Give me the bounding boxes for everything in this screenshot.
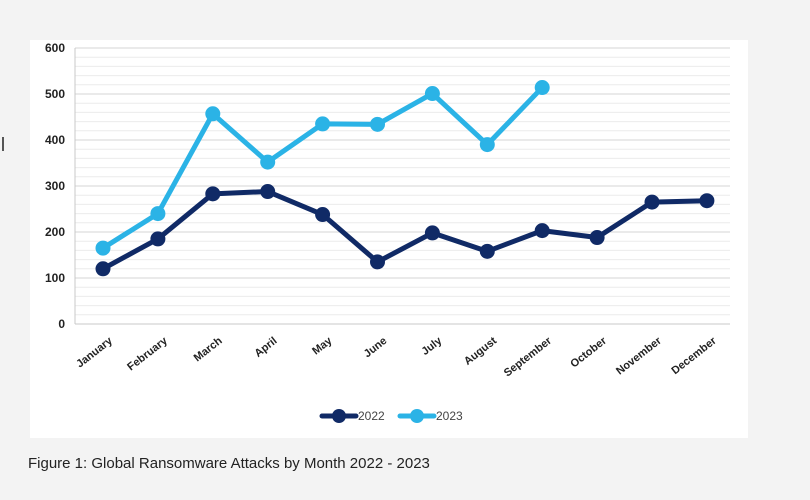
legend-label-2023: 2023 (436, 409, 463, 423)
data-point-2022 (315, 207, 331, 223)
legend-label-2022: 2022 (358, 409, 385, 423)
data-point-2022 (205, 186, 221, 202)
data-point-2022 (150, 231, 166, 247)
x-tick-label: March (192, 335, 225, 365)
y-tick-label: 0 (58, 317, 65, 331)
gridlines (75, 47, 730, 316)
data-point-2023 (315, 116, 331, 132)
y-tick-labels: 0 100 200 300 400 500 600 (45, 41, 65, 331)
data-point-2023 (479, 137, 495, 153)
edge-mark (2, 137, 4, 151)
data-point-2023 (534, 80, 550, 96)
legend-marker-2022 (332, 409, 346, 423)
legend: 2022 2023 (319, 409, 463, 423)
x-tick-label: October (568, 334, 609, 370)
x-tick-label: May (310, 334, 335, 357)
x-tick-label: January (74, 334, 115, 370)
x-tick-label: September (502, 334, 555, 379)
x-tick-label: August (462, 335, 500, 368)
data-point-2023 (150, 206, 166, 222)
data-point-2023 (205, 106, 221, 122)
data-point-2023 (260, 154, 276, 170)
data-point-2022 (95, 261, 111, 277)
y-tick-label: 600 (45, 41, 65, 55)
figure-caption: Figure 1: Global Ransomware Attacks by M… (28, 455, 430, 472)
axes (74, 48, 730, 325)
data-point-2023 (95, 240, 111, 256)
data-point-2022 (370, 254, 385, 270)
x-tick-label: July (420, 334, 445, 358)
x-tick-label: November (614, 334, 664, 377)
legend-marker-2023 (410, 409, 424, 423)
data-point-2023 (424, 86, 440, 102)
y-tick-label: 300 (45, 179, 65, 193)
data-point-2023 (370, 116, 385, 132)
x-tick-label: June (362, 335, 390, 360)
x-tick-label: April (252, 335, 279, 360)
x-tick-label: December (669, 334, 719, 377)
data-point-2022 (699, 193, 715, 209)
chart-panel: 0 100 200 300 400 500 600 January February March… (30, 40, 748, 438)
data-point-2022 (644, 194, 660, 210)
data-point-2022 (479, 243, 495, 259)
series-lines (95, 80, 715, 277)
data-point-2022 (260, 184, 276, 200)
data-point-2022 (424, 225, 440, 241)
series-line-2022 (100, 189, 710, 272)
y-tick-label: 200 (45, 225, 65, 239)
data-point-2022 (534, 223, 550, 239)
x-tick-label: February (125, 334, 170, 373)
data-point-2022 (589, 230, 605, 246)
line-chart: 0 100 200 300 400 500 600 January February March… (45, 41, 730, 423)
y-tick-label: 500 (45, 87, 65, 101)
y-tick-label: 100 (45, 271, 65, 285)
y-tick-label: 400 (45, 133, 65, 147)
x-tick-labels: January February March April May June July Augu… (74, 334, 719, 379)
